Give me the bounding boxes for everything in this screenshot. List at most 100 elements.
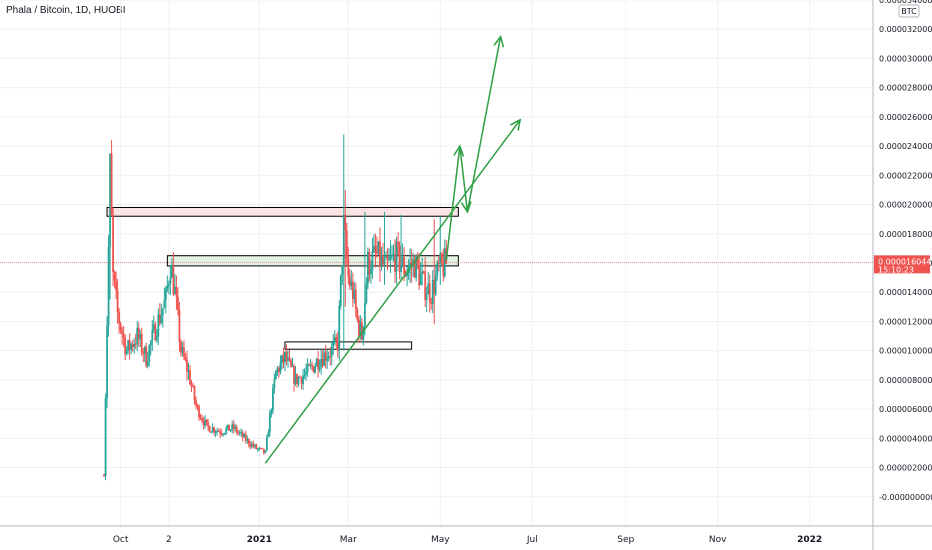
candle-body — [113, 271, 116, 281]
candle-body — [262, 448, 265, 453]
candle-body — [299, 377, 301, 379]
x-tick-label: 2 — [166, 535, 172, 545]
candle-body — [249, 444, 252, 447]
candle-body — [189, 370, 191, 385]
candle-body — [164, 288, 167, 301]
candle-body — [107, 246, 110, 326]
candle-body — [273, 379, 276, 388]
candle-body — [139, 333, 142, 340]
candle-body — [193, 386, 196, 401]
candle-body — [419, 273, 422, 286]
candle-body — [336, 340, 339, 351]
candle-body — [154, 324, 157, 341]
y-tick-label: 0.0000320000 — [879, 25, 932, 34]
candle-body — [109, 153, 111, 247]
candle-body — [300, 377, 303, 384]
candle-body — [398, 245, 401, 272]
candle-body — [151, 329, 154, 342]
candle-body — [434, 275, 437, 294]
candle-body — [175, 286, 178, 297]
candle-body — [285, 352, 288, 362]
candle-body — [279, 362, 282, 373]
candle-body — [116, 290, 119, 313]
candle-body — [433, 279, 436, 294]
candle-body — [208, 426, 211, 433]
candle-body — [350, 281, 353, 286]
x-tick-label: 2022 — [797, 535, 822, 545]
y-tick-label: 0.0000260000 — [879, 113, 932, 122]
candle-body — [130, 344, 133, 350]
y-tick-label: 0.0000020000 — [879, 464, 932, 473]
candle-body — [170, 266, 173, 278]
candle-body — [345, 230, 348, 259]
candle-body — [278, 368, 280, 373]
candle-body — [275, 370, 277, 380]
candle-body — [439, 253, 442, 265]
y-tick-label: 0.0000180000 — [879, 230, 932, 239]
candle-body — [341, 265, 344, 276]
candle-body — [241, 432, 244, 438]
candle-body — [321, 358, 324, 366]
candle-body — [339, 275, 342, 307]
candle-body — [318, 366, 321, 370]
candle-body — [127, 340, 130, 351]
x-tick-label: 2021 — [247, 535, 272, 545]
candle-body — [240, 432, 243, 434]
candle-body — [250, 443, 253, 447]
candle-body — [437, 262, 440, 265]
x-tick-label: Jul — [526, 535, 538, 545]
candle-body — [330, 347, 333, 357]
grid-lines — [0, 0, 873, 526]
price-label-value: 0.0000160444 — [878, 257, 932, 266]
candle-body — [382, 255, 384, 265]
candle-body — [425, 294, 428, 300]
candle-body — [125, 350, 128, 354]
candle-body — [174, 286, 176, 295]
y-tick-label: 0.0000100000 — [879, 347, 932, 356]
candle-body — [272, 387, 274, 411]
candle-body — [392, 253, 395, 255]
candle-body — [303, 374, 306, 376]
candle-body — [308, 364, 310, 366]
candle-body — [115, 280, 117, 291]
candle-body — [288, 357, 291, 360]
candle-body — [348, 276, 351, 286]
zone-box — [166, 255, 459, 267]
candle-body — [148, 345, 151, 362]
candle-body — [259, 447, 262, 449]
candle-body — [306, 364, 309, 372]
y-tick-label: 0.0000040000 — [879, 434, 932, 443]
currency-label: BTC — [901, 7, 917, 16]
y-tick-label: 0.0000220000 — [879, 171, 932, 180]
candle-body — [103, 474, 105, 477]
candle-body — [149, 341, 152, 346]
x-tick-label: Nov — [709, 535, 727, 545]
candle-body — [314, 366, 317, 373]
candle-body — [394, 253, 396, 272]
candle-body — [296, 373, 298, 384]
candle-body — [133, 343, 136, 347]
candle-body — [332, 342, 335, 348]
candle-body — [160, 315, 163, 323]
candle-body — [145, 346, 148, 367]
candle-body — [326, 358, 329, 361]
candle-body — [140, 333, 143, 353]
candle-body — [207, 422, 209, 427]
candle-body — [243, 434, 246, 438]
candle-body — [370, 270, 372, 275]
candle-body — [112, 214, 114, 272]
candle-body — [270, 410, 273, 413]
candle-body — [380, 255, 383, 267]
candle-body — [237, 432, 240, 434]
zone-box — [106, 206, 459, 217]
candle-body — [205, 419, 208, 423]
candle-body — [371, 250, 374, 271]
candle-body — [157, 314, 160, 337]
candle-body — [177, 296, 179, 311]
candle-body — [183, 347, 185, 358]
candle-body — [395, 241, 398, 272]
candle-body — [282, 355, 285, 363]
y-tick-label: 0.0000340000 — [879, 0, 932, 5]
candle-body — [222, 433, 225, 435]
